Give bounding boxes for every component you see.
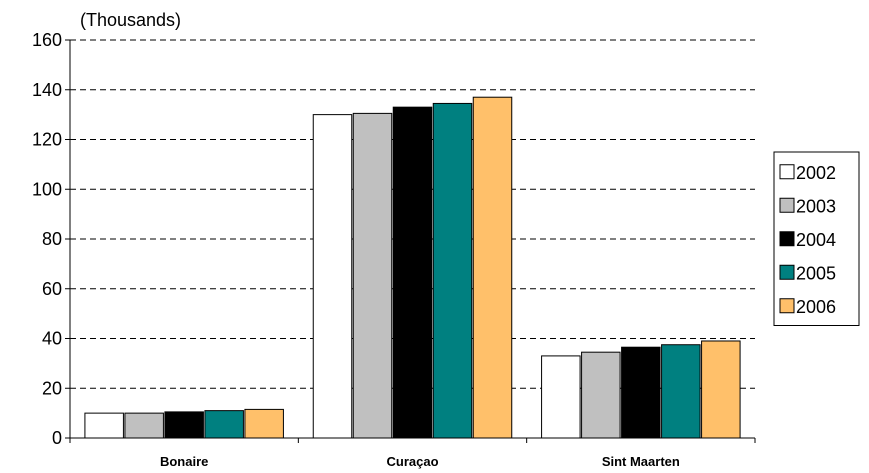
y-unit-label: (Thousands) [80,10,181,30]
y-tick-label: 100 [32,179,62,199]
legend-label: 2006 [796,297,836,317]
legend-swatch [779,231,795,247]
bar [244,408,284,439]
legend-label: 2004 [796,230,836,250]
x-category-label: Bonaire [160,454,208,469]
y-tick-label: 20 [42,378,62,398]
x-category-label: Sint Maarten [602,454,680,469]
legend-swatch [779,164,795,180]
legend-label: 2002 [796,163,836,183]
y-tick-labels: 0 20 40 60 80 100 120 140 160 [32,30,62,448]
y-tick-label: 60 [42,279,62,299]
y-tick-label: 80 [42,229,62,249]
bar [392,106,433,439]
bar [164,411,204,439]
legend-swatch [779,298,795,314]
bar [661,344,701,439]
bar [312,114,353,439]
bar [581,351,621,439]
bar [204,410,244,439]
legend-swatch [779,197,795,213]
y-tick-label: 140 [32,80,62,100]
legend: 2002 2003 2004 2005 2006 [773,151,860,326]
legend-label: 2003 [796,196,836,216]
axes [69,40,756,443]
x-category-label: Curaçao [386,454,438,469]
y-tick-label: 0 [52,428,62,448]
y-tick-label: 120 [32,130,62,150]
bar [621,346,661,439]
bar [432,102,473,439]
legend-swatch [779,264,795,280]
bars [84,96,741,439]
bar [541,355,581,439]
legend-label: 2005 [796,263,836,283]
bar [84,412,124,439]
bar [352,112,393,439]
bar [701,340,741,439]
y-tick-label: 40 [42,329,62,349]
x-category-labels: Bonaire Curaçao Sint Maarten [160,454,680,469]
y-tick-label: 160 [32,30,62,50]
bar [472,96,513,439]
bar [124,412,164,439]
